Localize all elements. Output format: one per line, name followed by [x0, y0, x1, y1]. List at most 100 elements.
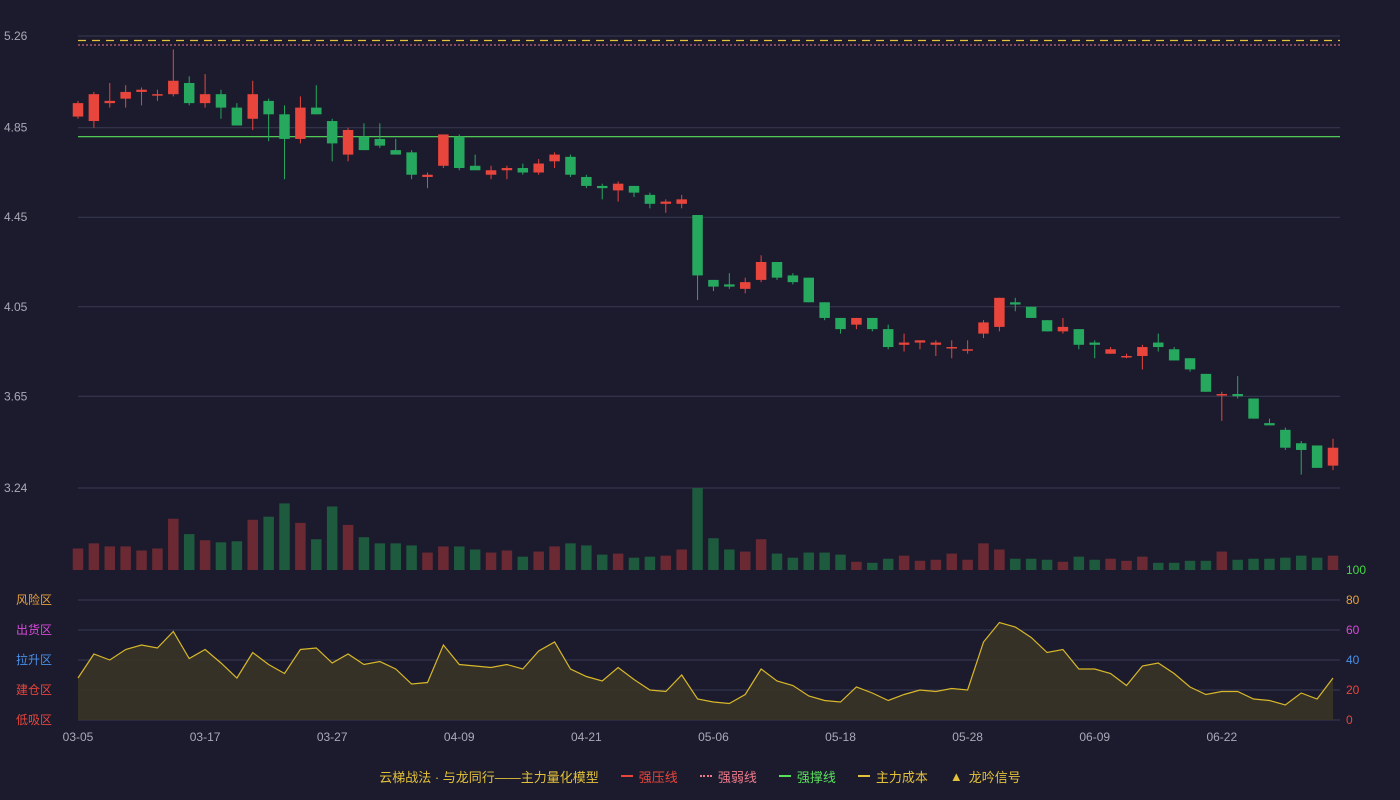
zone-label: 出货区 — [16, 622, 52, 637]
candle-body — [1280, 429, 1291, 448]
candle-body — [1025, 306, 1037, 318]
volume-bar — [215, 542, 227, 570]
candle — [1248, 398, 1259, 419]
legend-label: 强压线 — [638, 769, 678, 785]
volume-bar — [136, 550, 147, 570]
volume-bar — [962, 559, 973, 570]
date-tick-label: 06-22 — [1206, 730, 1237, 744]
legend-item-signal[interactable]: ▲ 龙吟信号 — [950, 767, 1021, 786]
candle-body — [1010, 302, 1021, 305]
candle-body — [1248, 398, 1259, 419]
candle — [882, 324, 894, 350]
candle — [1025, 306, 1037, 318]
date-tick-label: 03-05 — [63, 730, 94, 744]
candle-body — [739, 282, 751, 289]
candle-body — [787, 275, 799, 283]
candle — [1105, 347, 1116, 354]
candle-body — [390, 150, 401, 155]
candle — [1264, 418, 1275, 426]
candle — [946, 340, 957, 359]
volume-bar — [851, 561, 862, 570]
date-tick-label: 04-09 — [444, 730, 475, 744]
candle — [1327, 438, 1339, 471]
volume-bar — [628, 557, 640, 570]
volume-bars — [72, 488, 1339, 570]
candle-body — [1232, 394, 1243, 397]
legend: 云梯战法 · 与龙同行——主力量化模型 强压线 强弱线 强撑线 主力成本 ▲ 龙… — [0, 764, 1400, 788]
volume-bar — [1010, 558, 1021, 570]
candle-body — [104, 100, 116, 104]
date-tick-label: 05-18 — [825, 730, 856, 744]
volume-bar — [692, 488, 703, 570]
candle — [438, 134, 449, 169]
volume-bar — [199, 540, 211, 570]
candle — [612, 181, 624, 202]
candle — [771, 262, 783, 280]
legend-label: 强弱线 — [717, 769, 757, 785]
volume-bar — [1216, 551, 1228, 570]
candle-body — [755, 262, 767, 280]
price-axis: 5.26 4.85 4.45 4.05 3.65 3.24 — [4, 29, 28, 495]
volume-bar — [168, 518, 179, 570]
volume-bar — [438, 546, 449, 570]
candle-body — [215, 94, 227, 108]
volume-bar — [183, 534, 195, 570]
candle-body — [771, 262, 783, 278]
zone-label: 低吸区 — [16, 713, 52, 727]
volume-bar — [771, 553, 783, 570]
legend-item-support-line[interactable]: 强撑线 — [778, 767, 836, 786]
volume-bar — [1295, 555, 1307, 570]
volume-bar — [1248, 558, 1259, 570]
candle — [1137, 344, 1148, 370]
legend-item-weak-line[interactable]: 强弱线 — [699, 767, 757, 786]
candle — [1089, 340, 1100, 359]
candle — [755, 255, 767, 283]
candle — [835, 317, 846, 334]
volume-bar — [835, 554, 846, 570]
candle-body — [168, 80, 179, 95]
candle — [231, 103, 243, 126]
volume-bar — [549, 546, 560, 570]
candle-body — [882, 329, 894, 348]
candle — [215, 89, 227, 119]
candle — [994, 297, 1005, 332]
candle — [819, 302, 830, 321]
candle — [72, 100, 84, 119]
candle — [485, 165, 497, 180]
volume-bar — [882, 558, 894, 570]
candle-body — [978, 322, 989, 334]
candlesticks[interactable] — [72, 49, 1339, 475]
volume-bar — [104, 546, 116, 570]
volume-bar — [660, 555, 672, 570]
volume-bar — [1327, 555, 1339, 570]
legend-label: 主力成本 — [875, 769, 928, 785]
candle — [279, 105, 290, 180]
candle — [867, 317, 878, 332]
candle-body — [72, 103, 84, 117]
volume-bar — [1025, 558, 1037, 570]
candle-body — [1041, 320, 1053, 332]
legend-item-main-cost[interactable]: 主力成本 — [857, 767, 928, 786]
candle-body — [199, 94, 211, 104]
candle-body — [1264, 423, 1275, 426]
candle — [803, 277, 815, 303]
legend-item-pressure-line[interactable]: 强压线 — [620, 767, 678, 786]
candle-body — [406, 152, 417, 175]
volume-bar — [644, 556, 656, 570]
candle — [406, 150, 417, 180]
volume-bar — [755, 539, 767, 570]
candle — [326, 118, 338, 162]
volume-bar — [406, 545, 417, 570]
volume-bar — [390, 543, 401, 570]
candle — [454, 134, 465, 171]
candle-body — [374, 138, 386, 146]
triangle-icon: ▲ — [949, 768, 963, 784]
candle — [581, 174, 592, 189]
volume-bar — [1311, 557, 1323, 570]
candle — [311, 85, 322, 115]
solid-line-icon — [620, 775, 633, 777]
volume-bar — [1232, 559, 1243, 570]
volume-bar — [1200, 560, 1212, 570]
volume-bar — [565, 543, 576, 570]
